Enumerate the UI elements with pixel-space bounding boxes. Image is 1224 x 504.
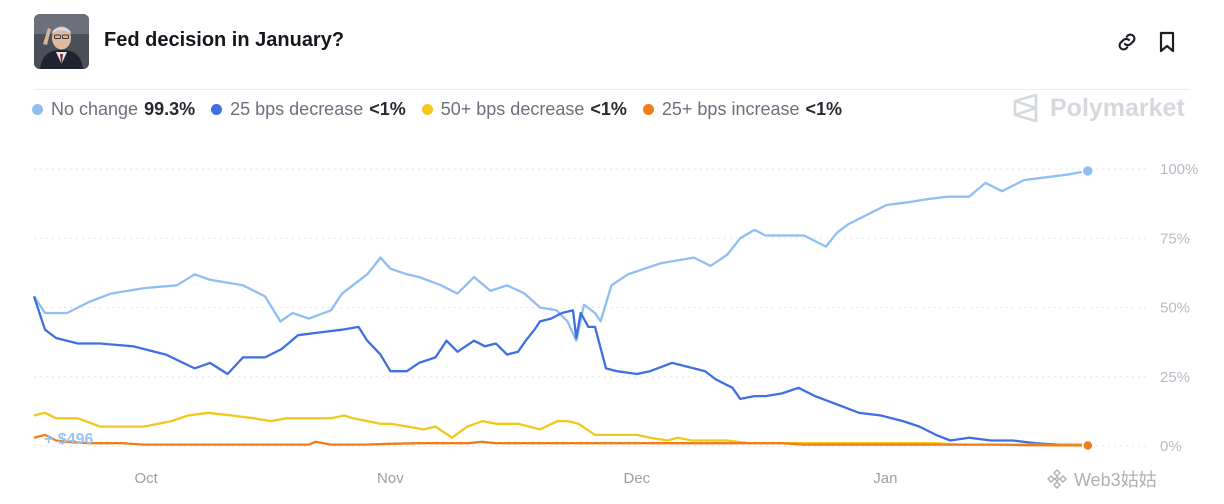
market-header: Fed decision in January?: [34, 14, 1190, 70]
bookmark-icon[interactable]: [1155, 30, 1179, 54]
legend-item-no-change[interactable]: No change 99.3%: [32, 99, 195, 120]
watermark: Web3姑姑: [1046, 466, 1157, 492]
y-tick-label: 25%: [1160, 369, 1190, 386]
legend-dot: [32, 103, 43, 115]
chart-grid: [34, 168, 1150, 447]
x-tick-label: Jan: [873, 470, 897, 487]
legend-item-25-bps-decrease[interactable]: 25 bps decrease <1%: [211, 99, 406, 120]
header-divider: [34, 89, 1190, 90]
legend-label: 25+ bps increase: [661, 98, 800, 119]
volume-label: + $496: [44, 431, 93, 448]
watermark-text: Web3姑姑: [1074, 470, 1157, 490]
x-axis-ticks: Oct Nov Dec Jan: [135, 470, 898, 487]
series-line-50-bps-decrease: [33, 411, 1088, 447]
chart-legend: No change 99.3% 25 bps decrease <1% 50+ …: [32, 97, 858, 121]
series-line-25-bps-decrease: [32, 296, 1088, 447]
legend-dot: [211, 103, 223, 115]
legend-value: <1%: [590, 98, 627, 119]
market-avatar: [34, 14, 89, 69]
legend-value: <1%: [805, 98, 843, 119]
legend-item-50-bps-decrease[interactable]: 50+ bps decrease <1%: [421, 98, 627, 120]
y-tick-label: 0%: [1160, 438, 1182, 455]
legend-value: 99.3%: [144, 98, 196, 119]
binance-square-icon: [1047, 469, 1067, 489]
link-icon[interactable]: [1115, 30, 1139, 54]
series-line-no-change: [33, 169, 1089, 342]
person-portrait-icon: [34, 14, 89, 69]
y-axis-ticks: 0% 25% 50% 75% 100%: [1160, 161, 1198, 455]
y-tick-label: 50%: [1160, 300, 1190, 317]
legend-item-25-bps-increase[interactable]: 25+ bps increase <1%: [642, 98, 843, 120]
legend-dot: [421, 103, 433, 115]
legend-label: 25 bps decrease: [230, 98, 364, 119]
polymarket-brand: Polymarket: [1012, 93, 1185, 123]
y-tick-label: 75%: [1160, 230, 1190, 247]
x-tick-label: Dec: [623, 470, 650, 487]
legend-value: <1%: [369, 98, 406, 119]
x-tick-label: Nov: [377, 470, 404, 487]
series-end-point-no-change: [1081, 164, 1095, 178]
chart-series: [32, 164, 1095, 452]
y-tick-label: 100%: [1160, 161, 1198, 178]
series-line-25-bps-increase: [33, 433, 1088, 447]
market-title: Fed decision in January?: [104, 29, 345, 51]
legend-label: 50+ bps decrease: [440, 98, 585, 119]
polymarket-logo-icon: [1013, 93, 1038, 123]
legend-label: No change: [51, 98, 139, 119]
x-tick-label: Oct: [135, 470, 159, 487]
series-end-point-25-bps-increase: [1082, 439, 1094, 452]
brand-name: Polymarket: [1050, 93, 1185, 122]
legend-dot: [642, 103, 654, 115]
